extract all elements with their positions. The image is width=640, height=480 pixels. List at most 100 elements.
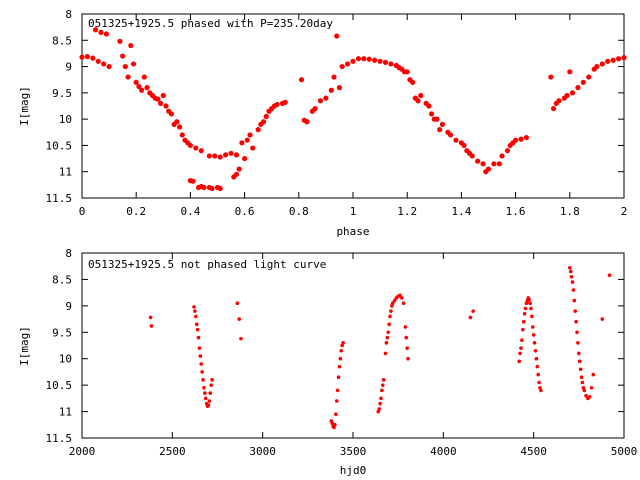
unphased-data-point <box>200 370 204 374</box>
unphased-data-point <box>468 315 473 320</box>
unphased-data-point <box>194 322 199 327</box>
phased-data-point <box>355 56 362 62</box>
unphased-data-point <box>377 407 381 411</box>
phased-data-point <box>122 63 128 70</box>
phased-y-tick-label: 9 <box>65 61 72 74</box>
unphased-data-point <box>333 422 337 427</box>
phased-y-tick-label: 11.5 <box>46 192 73 205</box>
phased-data-point <box>193 145 199 151</box>
phased-data-point <box>304 119 310 125</box>
phased-data-point <box>217 185 223 192</box>
phased-data-point <box>98 29 104 35</box>
phased-data-point <box>282 99 288 105</box>
phased-data-point <box>388 61 394 67</box>
phased-data-point <box>599 61 605 67</box>
phased-data-point <box>144 85 150 91</box>
unphased-data-point <box>239 336 243 341</box>
unphased-data-point <box>208 391 213 395</box>
unphased-data-point <box>405 346 410 350</box>
unphased-data-point <box>381 383 385 387</box>
phased-axis-ticks: 0 0.2 0.4 0.6 0.8 1 1.2 1.4 1.6 1.8 2 8 8.5 9 9.5 10 10.… <box>46 8 628 218</box>
phased-data-point <box>336 85 343 91</box>
phased-x-axis-label: phase <box>336 225 369 238</box>
unphased-x-tick-label: 3000 <box>249 445 276 458</box>
phased-y-tick-label: 9.5 <box>52 87 72 100</box>
unphased-data-point <box>392 298 397 303</box>
phased-data-point <box>179 132 185 138</box>
unphased-data-point <box>519 346 523 350</box>
unphased-data-point <box>578 367 583 372</box>
unphased-axis-ticks: 2000 2500 3000 3500 4000 4500 5000 8 8.5 9 9.5 10 10… <box>46 247 638 458</box>
phased-data-point <box>157 100 164 106</box>
unphased-plot: 051325+1925.5 not phased light curve hjd… <box>18 247 637 477</box>
unphased-data-point <box>584 393 588 398</box>
unphased-data-point <box>207 399 212 403</box>
unphased-data-point <box>149 324 154 328</box>
phased-y-tick-label: 10.5 <box>46 139 73 152</box>
unphased-data-point <box>209 383 213 387</box>
unphased-data-point <box>529 306 533 311</box>
phased-data-point <box>610 57 616 63</box>
phased-x-tick-label: 1.8 <box>560 205 580 218</box>
unphased-plot-frame <box>81 252 625 439</box>
unphased-data-point <box>388 314 392 319</box>
unphased-y-axis-label: I[mag] <box>18 326 31 366</box>
unphased-data-point <box>522 311 527 316</box>
unphased-data-point <box>404 335 409 340</box>
unphased-data-point <box>210 378 214 382</box>
unphased-x-tick-label: 5000 <box>611 445 638 458</box>
unphased-data-point <box>202 385 206 390</box>
unphased-data-point <box>521 319 526 324</box>
unphased-x-tick-label: 2000 <box>69 445 96 458</box>
phased-data-point <box>605 58 611 64</box>
phased-data-point <box>133 79 139 85</box>
phased-data-point <box>233 171 240 177</box>
phased-data-point <box>461 142 467 149</box>
unphased-data-point <box>380 388 384 393</box>
phased-data-point <box>447 132 454 138</box>
phased-x-tick-label: 1 <box>350 205 357 218</box>
unphased-data-point <box>335 388 340 393</box>
unphased-data-point <box>203 391 207 395</box>
phased-data-point <box>125 74 131 80</box>
unphased-data-point <box>199 362 204 366</box>
phased-data-point <box>84 53 91 60</box>
unphased-data-point <box>521 327 525 332</box>
phased-data-point <box>382 59 389 65</box>
unphased-data-point <box>336 375 341 380</box>
phased-data-point <box>155 96 161 102</box>
phased-data-point <box>168 111 175 117</box>
unphased-data-point <box>196 335 201 340</box>
phased-data-point <box>469 153 475 159</box>
phased-data-point <box>244 137 250 143</box>
phased-data-point <box>187 142 193 149</box>
phased-data-point <box>298 77 305 83</box>
unphased-y-tick-label: 8.5 <box>52 273 72 286</box>
phased-y-axis-label: I[mag] <box>18 86 31 126</box>
phased-data-point <box>428 111 435 117</box>
phased-data-point <box>410 79 416 85</box>
unphased-data-point <box>383 351 388 356</box>
phased-data-points <box>79 27 627 192</box>
phased-data-point <box>480 161 486 167</box>
phased-data-point <box>415 98 421 104</box>
phased-data-point <box>567 69 573 75</box>
unphased-data-point <box>339 348 344 353</box>
phased-data-point <box>434 116 440 122</box>
phased-data-point <box>331 74 337 80</box>
phased-data-point <box>556 98 562 104</box>
phased-data-point <box>418 92 424 99</box>
phased-data-point <box>317 98 324 104</box>
phased-data-point <box>575 85 581 91</box>
unphased-data-point <box>573 309 578 313</box>
unphased-data-point <box>582 388 587 393</box>
phased-data-point <box>212 153 218 159</box>
unphased-data-point <box>389 309 393 313</box>
phased-data-point <box>377 58 383 64</box>
phased-data-point <box>437 127 443 133</box>
unphased-data-point <box>539 388 543 393</box>
unphased-y-tick-label: 11 <box>59 406 72 419</box>
phased-data-point <box>312 106 318 112</box>
unphased-data-point <box>192 305 196 309</box>
phased-data-point <box>130 61 137 67</box>
